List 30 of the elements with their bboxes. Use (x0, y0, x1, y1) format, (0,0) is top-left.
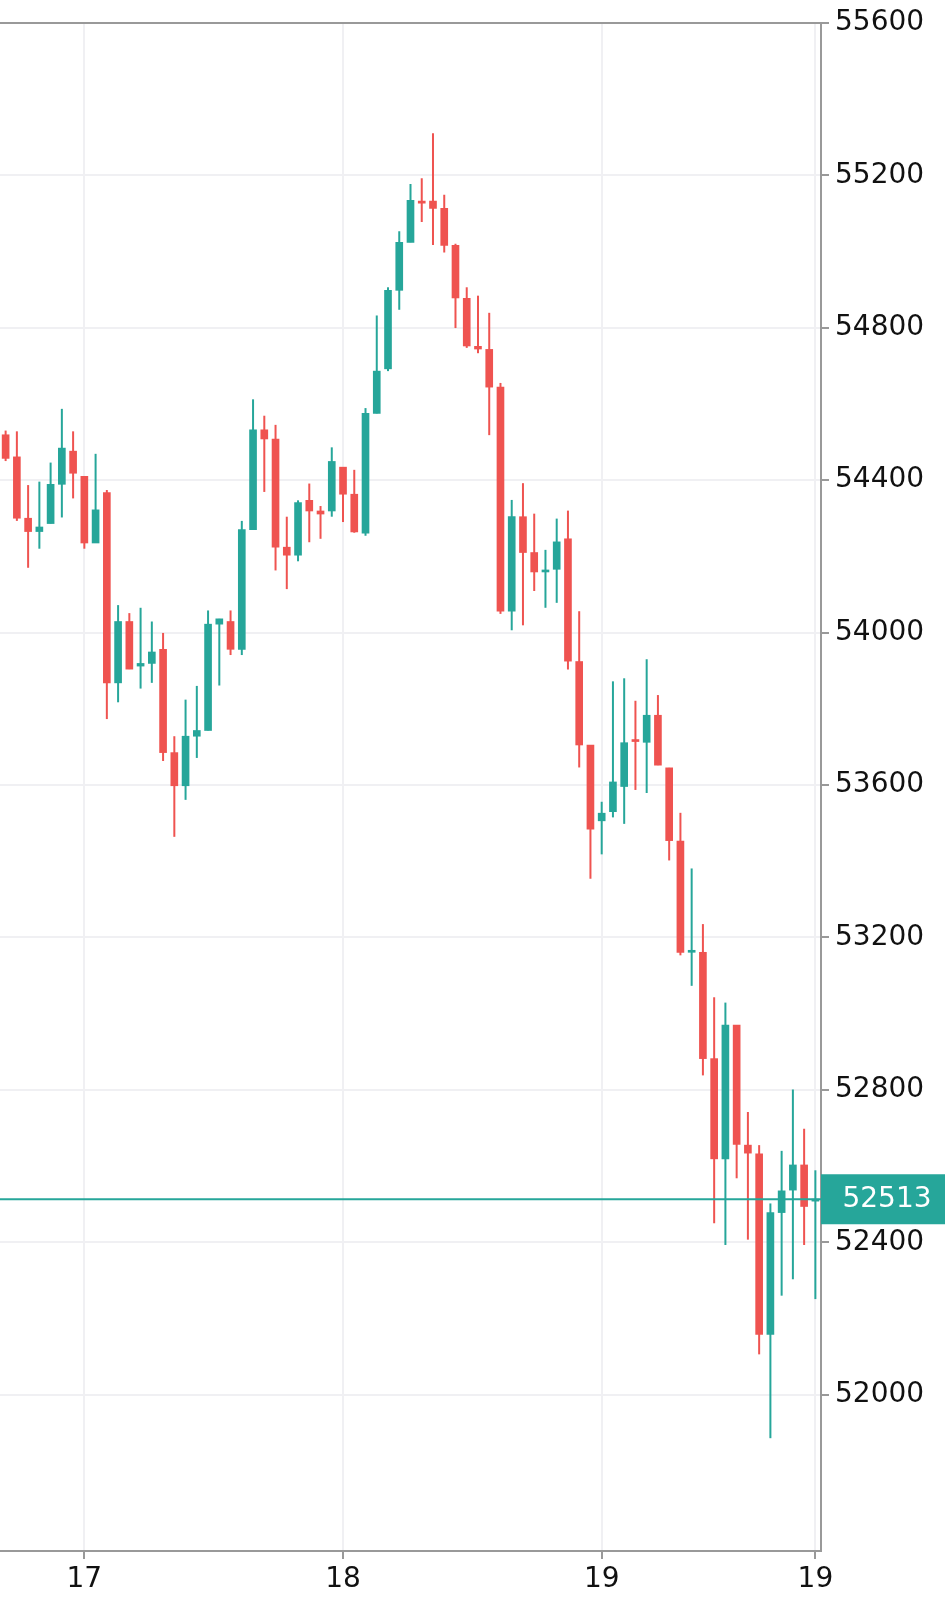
y-tick-label: 52800 (835, 1071, 925, 1105)
y-tick-label: 52400 (835, 1223, 925, 1257)
y-tick-label: 55600 (835, 4, 925, 38)
candlestick (597, 800, 606, 856)
y-tick-label: 53200 (835, 918, 925, 952)
candlestick (69, 430, 77, 500)
x-tick-label: 19 (583, 1561, 620, 1595)
y-tick-label: 53600 (835, 766, 925, 800)
y-tick-label: 54000 (835, 613, 925, 647)
y-tick-label: 54800 (835, 308, 925, 342)
candlestick (474, 294, 482, 355)
candlestick (215, 617, 224, 687)
ref-line-label: 52513 (842, 1180, 932, 1214)
candlestick (305, 482, 314, 544)
candlestick (192, 684, 201, 759)
candlestick (282, 515, 291, 591)
x-tick-label: 19 (797, 1561, 834, 1595)
candlestick (148, 620, 156, 684)
x-tick-label: 18 (325, 1561, 361, 1595)
y-tick-label: 52000 (835, 1376, 925, 1410)
y-tick-label: 54400 (835, 461, 925, 495)
candlestick (530, 512, 539, 593)
candlestick (429, 132, 437, 246)
y-tick-label: 55200 (835, 156, 925, 190)
candlestick (260, 414, 269, 493)
candlestick (24, 484, 32, 569)
candlestick (744, 1110, 752, 1241)
x-tick-label: 17 (66, 1561, 103, 1595)
candlestick (687, 867, 696, 987)
candlestick (631, 699, 640, 791)
